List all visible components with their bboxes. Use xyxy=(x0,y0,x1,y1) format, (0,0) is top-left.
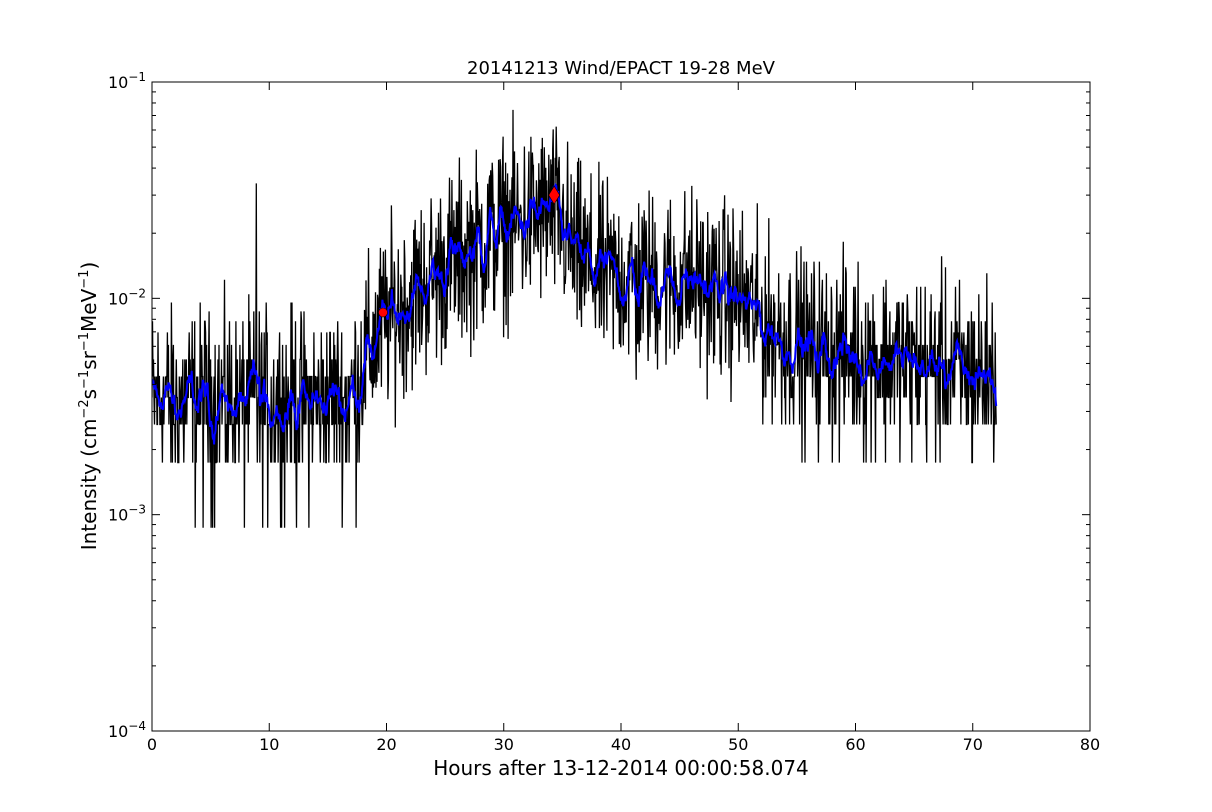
y-tick-label: 10−3 xyxy=(108,503,146,525)
onset-marker xyxy=(378,307,388,318)
y-axis-ticks: 10−4 10−3 10−2 10−1 xyxy=(108,70,1090,741)
y-label-prefix: Intensity (cm xyxy=(77,419,101,551)
raw-intensity-series xyxy=(152,109,997,528)
y-tick-label: 10−1 xyxy=(108,70,146,92)
x-axis-label: Hours after 13-12-2014 00:00:58.074 xyxy=(433,756,809,780)
x-tick-label: 10 xyxy=(259,735,279,754)
y-label-mid-2: sr xyxy=(77,350,101,369)
y-label-sup-3: −1 xyxy=(77,332,92,351)
smoothed-series-line xyxy=(152,182,998,445)
x-tick-label: 60 xyxy=(845,735,865,754)
event-markers xyxy=(378,185,561,318)
y-label-mid-1: s xyxy=(77,389,101,399)
x-tick-label: 30 xyxy=(494,735,514,754)
raw-series-line xyxy=(152,109,997,528)
x-tick-label: 0 xyxy=(147,735,157,754)
y-tick-label: 10−2 xyxy=(108,286,146,308)
y-tick-label: 10−4 xyxy=(108,719,146,741)
x-tick-label: 40 xyxy=(611,735,631,754)
y-label-suffix: ) xyxy=(77,262,101,270)
smoothed-intensity-series xyxy=(152,182,998,445)
y-label-sup-2: −1 xyxy=(77,370,92,389)
x-tick-label: 70 xyxy=(963,735,983,754)
peak-marker xyxy=(548,185,561,205)
x-tick-label: 20 xyxy=(376,735,396,754)
y-label-sup-4: −1 xyxy=(77,270,92,289)
chart-title: 20141213 Wind/EPACT 19-28 MeV xyxy=(467,58,776,79)
x-axis-ticks: 0 10 20 30 40 50 60 70 80 xyxy=(147,82,1100,754)
x-tick-label: 80 xyxy=(1080,735,1100,754)
x-tick-label: 50 xyxy=(728,735,748,754)
y-label-sup-1: −2 xyxy=(77,399,92,418)
y-axis-label: Intensity (cm−2s−1sr−1MeV−1) xyxy=(77,262,101,551)
y-label-mid-3: MeV xyxy=(77,288,101,332)
